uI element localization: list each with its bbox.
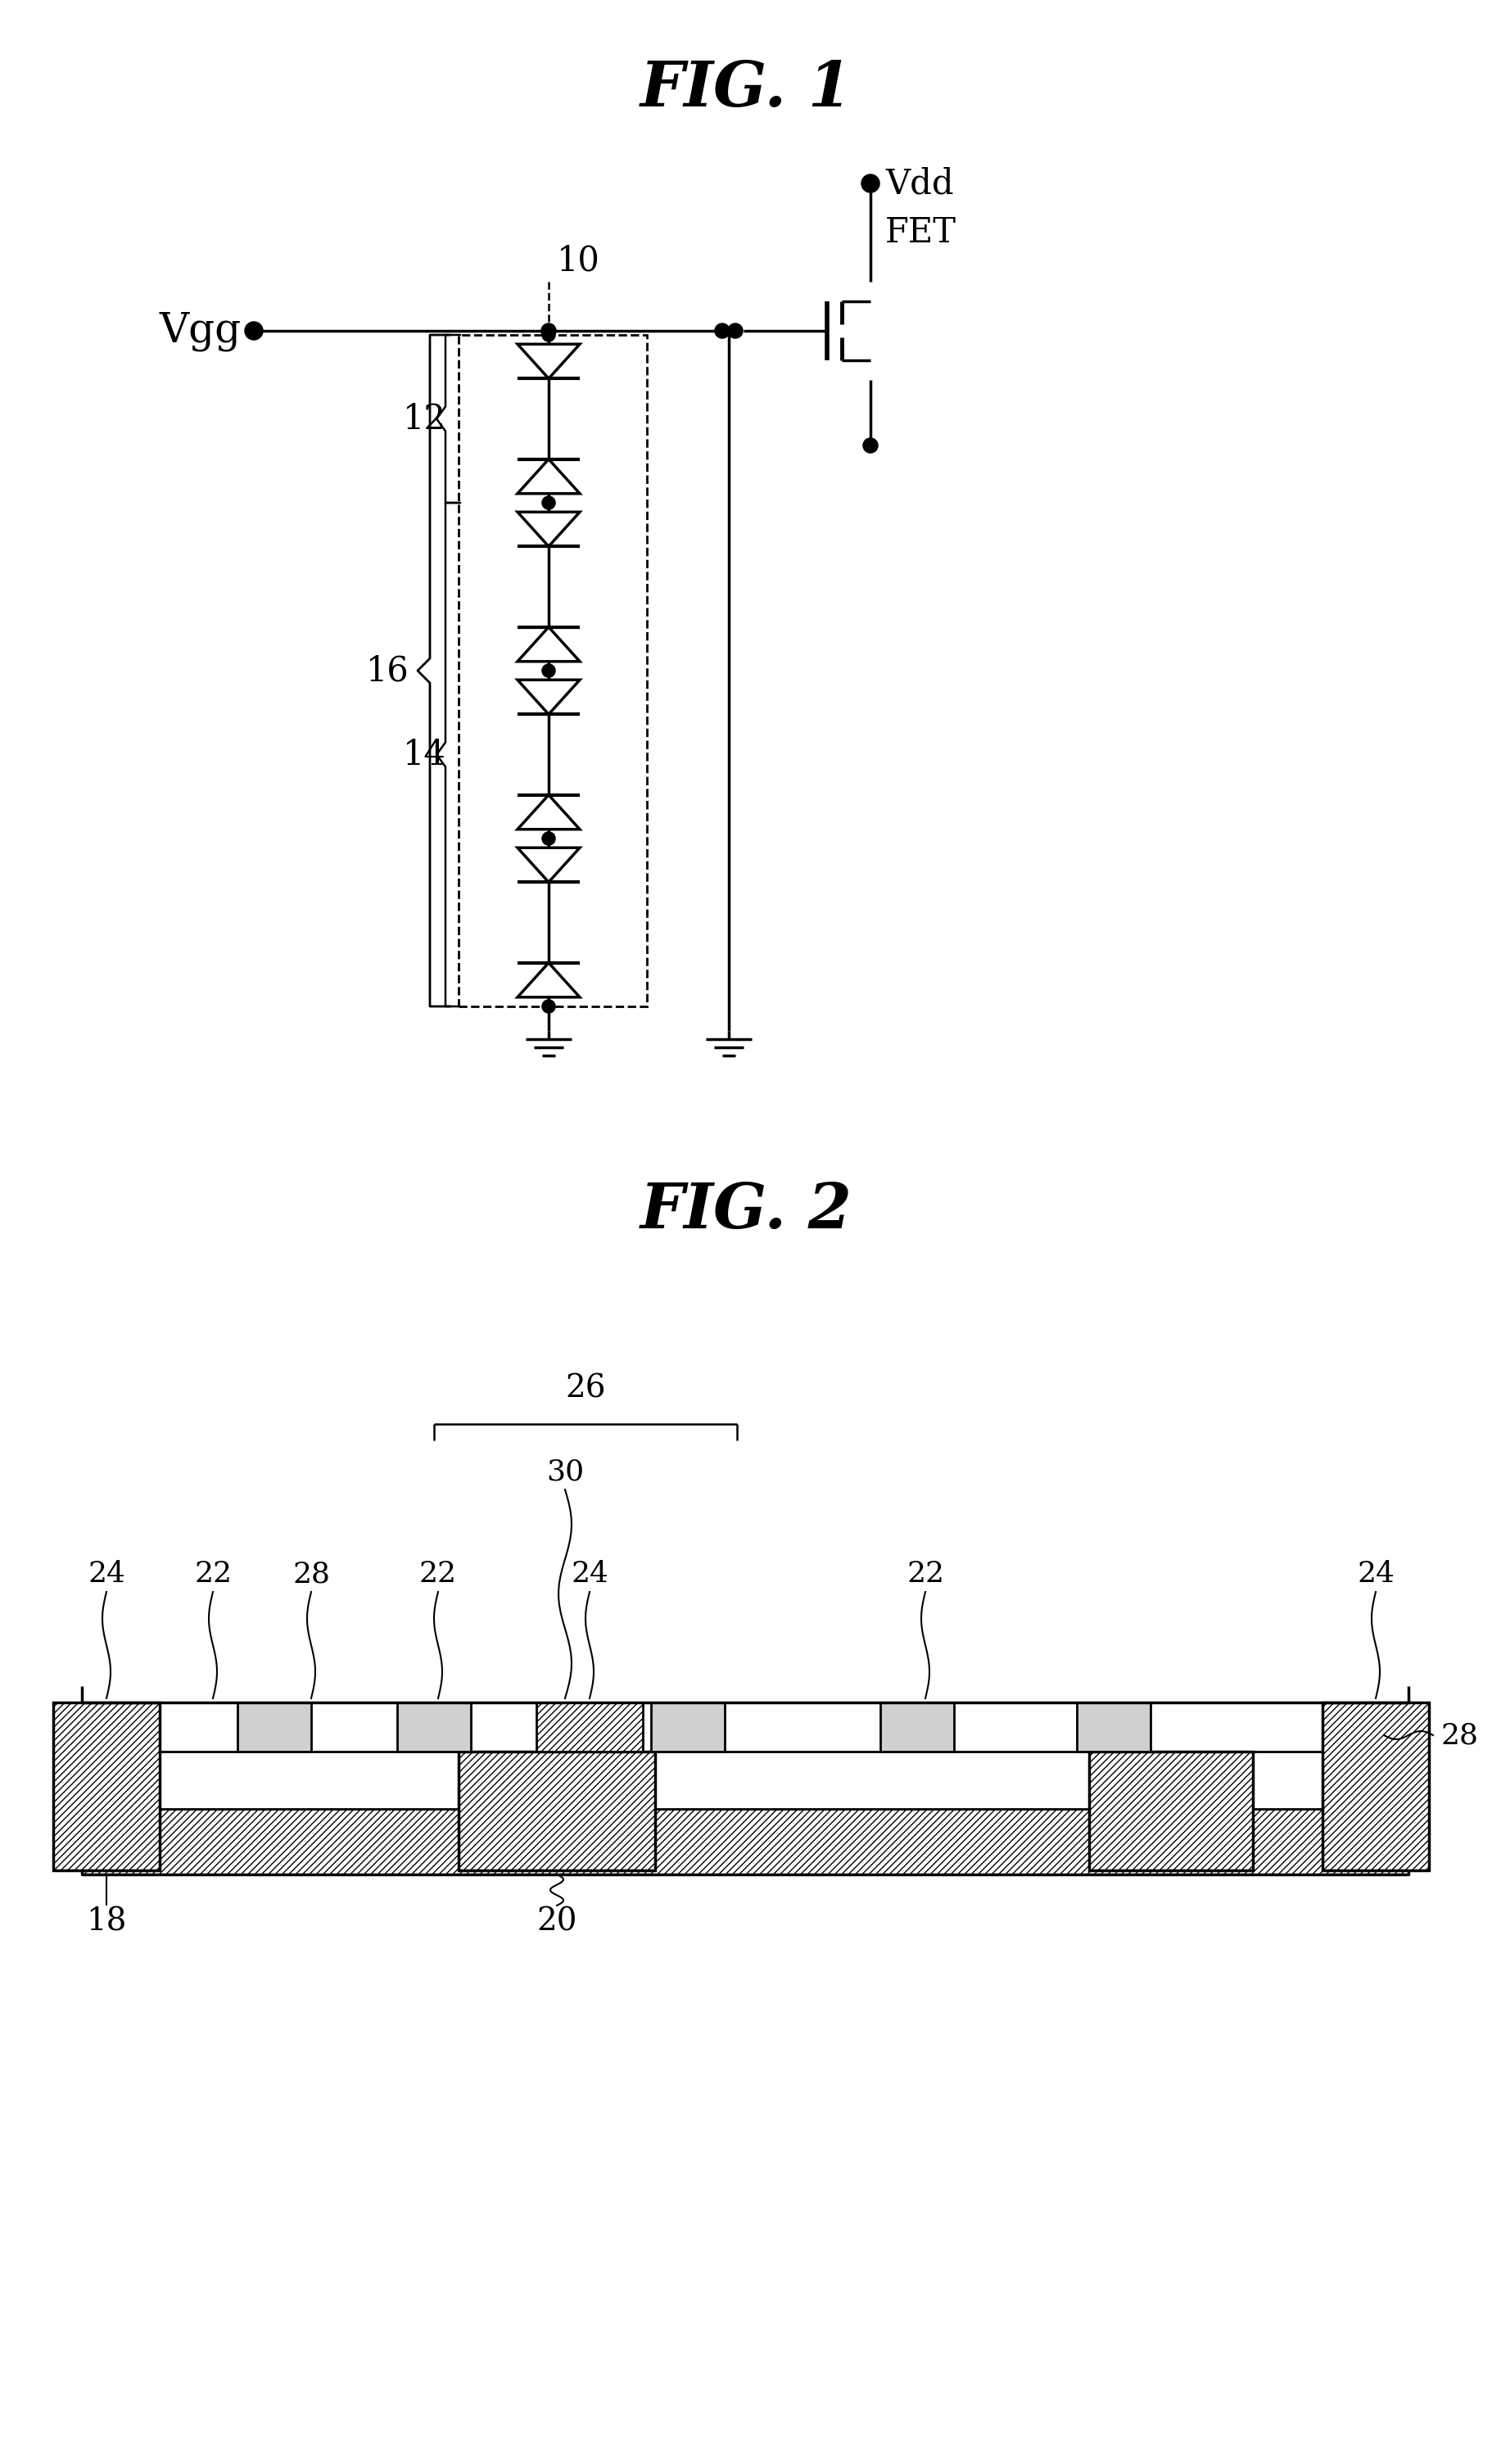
Bar <box>54 1703 160 1870</box>
Circle shape <box>543 665 555 678</box>
Bar <box>458 1752 655 1870</box>
Text: 14: 14 <box>403 737 446 771</box>
Text: Vgg: Vgg <box>160 310 242 350</box>
Circle shape <box>543 330 555 340</box>
Text: 24: 24 <box>571 1560 609 1587</box>
Text: 22: 22 <box>419 1560 457 1587</box>
Text: 20: 20 <box>537 1907 577 1937</box>
Bar <box>458 335 648 1005</box>
Text: 12: 12 <box>403 402 446 436</box>
Circle shape <box>716 325 728 338</box>
Bar <box>1089 1752 1253 1870</box>
Bar <box>536 1703 643 1752</box>
Bar <box>82 1809 1408 1875</box>
Text: 10: 10 <box>557 244 600 278</box>
Text: FIG. 2: FIG. 2 <box>640 1180 852 1242</box>
Circle shape <box>728 325 742 338</box>
Text: 26: 26 <box>565 1372 606 1404</box>
Text: 28: 28 <box>292 1560 330 1587</box>
Circle shape <box>864 439 877 451</box>
Bar <box>536 1703 643 1752</box>
Circle shape <box>246 323 263 340</box>
Text: FIG. 1: FIG. 1 <box>640 59 852 121</box>
Circle shape <box>862 175 879 192</box>
Bar <box>880 1703 953 1752</box>
Circle shape <box>543 1000 555 1013</box>
Text: 28: 28 <box>1441 1722 1479 1749</box>
Bar <box>1089 1752 1253 1870</box>
Bar <box>82 1752 1408 1809</box>
Text: FET: FET <box>885 214 956 249</box>
Text: 16: 16 <box>366 653 409 687</box>
Text: 22: 22 <box>194 1560 231 1587</box>
Bar <box>651 1703 725 1752</box>
Bar <box>1322 1703 1429 1870</box>
Bar <box>237 1703 312 1752</box>
Text: 30: 30 <box>546 1459 583 1486</box>
Text: 18: 18 <box>87 1907 127 1937</box>
Bar <box>1322 1703 1429 1870</box>
Circle shape <box>543 498 555 508</box>
Text: 22: 22 <box>907 1560 944 1587</box>
Text: Vdd: Vdd <box>885 165 953 200</box>
Text: 24: 24 <box>88 1560 125 1587</box>
Text: 24: 24 <box>1356 1560 1395 1587</box>
Circle shape <box>543 833 555 845</box>
Bar <box>82 1809 1408 1875</box>
Bar <box>54 1703 160 1870</box>
Bar <box>458 1752 655 1870</box>
Bar <box>397 1703 471 1752</box>
Bar <box>1077 1703 1150 1752</box>
Circle shape <box>542 325 555 338</box>
